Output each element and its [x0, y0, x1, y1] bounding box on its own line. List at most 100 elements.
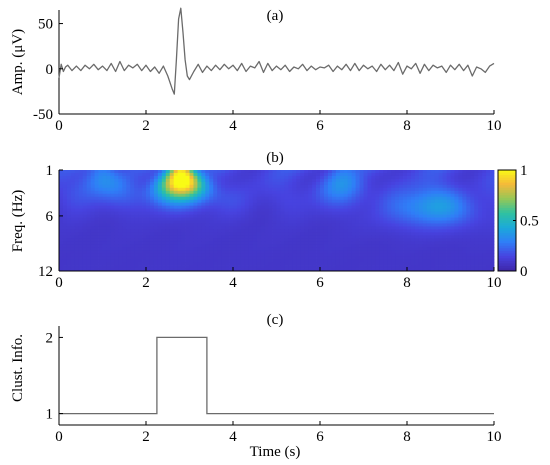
heatmap-cell	[82, 199, 88, 204]
heatmap-cell	[146, 170, 151, 174]
heatmap-cell	[94, 256, 99, 260]
heatmap-cell	[414, 208, 420, 212]
heatmap-cell	[209, 244, 214, 248]
heatmap-cell	[454, 253, 459, 257]
heatmap-cell	[221, 202, 226, 207]
heatmap-cell	[276, 187, 281, 192]
heatmap-cell	[213, 256, 218, 260]
heatmap-cell	[288, 175, 293, 180]
heatmap-cell	[201, 184, 206, 189]
heatmap-cell	[391, 211, 396, 215]
heatmap-cell	[323, 196, 329, 201]
heatmap-cell	[161, 229, 167, 233]
heatmap-cell	[106, 235, 111, 239]
heatmap-cell	[268, 178, 273, 183]
heatmap-cell	[410, 170, 416, 174]
heatmap-cell	[169, 253, 175, 257]
heatmap-cell	[197, 202, 202, 207]
heatmap-cell	[225, 202, 230, 207]
heatmap-cell	[236, 250, 242, 254]
heatmap-cell	[146, 181, 151, 186]
heatmap-cell	[236, 175, 242, 180]
heatmap-cell	[434, 256, 440, 260]
heatmap-cell	[339, 250, 345, 254]
heatmap-cell	[351, 187, 356, 192]
heatmap-cell	[74, 196, 80, 201]
heatmap-cell	[304, 184, 309, 189]
heatmap-cell	[209, 253, 214, 257]
heatmap-cell	[221, 241, 226, 245]
heatmap-cell	[272, 220, 277, 224]
heatmap-cell	[407, 262, 412, 266]
heatmap-cell	[169, 211, 175, 215]
heatmap-cell	[78, 223, 84, 227]
heatmap-cell	[201, 256, 206, 260]
heatmap-cell	[225, 217, 230, 221]
heatmap-cell	[395, 247, 400, 251]
heatmap-cell	[430, 208, 436, 212]
heatmap-cell	[351, 202, 356, 207]
heatmap-cell	[213, 250, 218, 254]
heatmap-cell	[379, 217, 384, 221]
heatmap-cell	[280, 244, 285, 248]
heatmap-cell	[450, 220, 455, 224]
heatmap-cell	[59, 220, 64, 224]
heatmap-cell	[205, 232, 210, 236]
heatmap-cell	[233, 214, 238, 218]
heatmap-cell	[462, 247, 467, 251]
heatmap-cell	[304, 193, 309, 198]
heatmap-cell	[367, 175, 372, 180]
heatmap-cell	[367, 205, 372, 210]
heatmap-cell	[225, 199, 230, 204]
heatmap-cell	[383, 208, 388, 212]
heatmap-cell	[149, 170, 155, 174]
heatmap-cell	[149, 217, 155, 221]
heatmap-cell	[407, 181, 412, 186]
heatmap-cell	[197, 241, 202, 245]
heatmap-cell	[264, 214, 269, 218]
heatmap-cell	[407, 214, 412, 218]
heatmap-cell	[387, 259, 392, 263]
heatmap-cell	[482, 259, 487, 263]
heatmap-cell	[134, 256, 139, 260]
heatmap-cell	[399, 244, 404, 248]
heatmap-cell	[209, 259, 214, 263]
heatmap-cell	[288, 265, 293, 269]
heatmap-cell	[236, 178, 242, 183]
heatmap-cell	[371, 247, 376, 251]
heatmap-cell	[418, 235, 424, 239]
heatmap-cell	[308, 253, 313, 257]
heatmap-cell	[256, 196, 262, 201]
heatmap-cell	[59, 199, 64, 204]
heatmap-cell	[78, 202, 84, 207]
heatmap-cell	[78, 238, 84, 242]
heatmap-cell	[110, 238, 115, 242]
heatmap-cell	[240, 175, 246, 180]
heatmap-cell	[430, 184, 436, 189]
heatmap-cell	[391, 208, 396, 212]
heatmap-cell	[161, 259, 167, 263]
heatmap-cell	[470, 226, 475, 230]
heatmap-cell	[173, 172, 179, 177]
heatmap-cell	[138, 205, 143, 210]
heatmap-cell	[454, 193, 459, 198]
heatmap-cell	[490, 193, 495, 198]
heatmap-cell	[347, 226, 353, 230]
heatmap-cell	[292, 241, 297, 245]
heatmap-cell	[347, 202, 353, 207]
heatmap-cell	[395, 223, 400, 227]
heatmap-cell	[138, 259, 143, 263]
heatmap-cell	[197, 208, 202, 212]
heatmap-cell	[403, 170, 408, 174]
heatmap-cell	[288, 199, 293, 204]
heatmap-cell	[395, 259, 400, 263]
heatmap-cell	[284, 208, 289, 212]
heatmap-cell	[272, 214, 277, 218]
heatmap-cell	[193, 241, 198, 245]
heatmap-cell	[395, 205, 400, 210]
heatmap-cell	[482, 250, 487, 254]
heatmap-cell	[185, 268, 190, 272]
heatmap-cell	[165, 220, 171, 224]
heatmap-cell	[90, 217, 95, 221]
heatmap-cell	[252, 262, 258, 266]
